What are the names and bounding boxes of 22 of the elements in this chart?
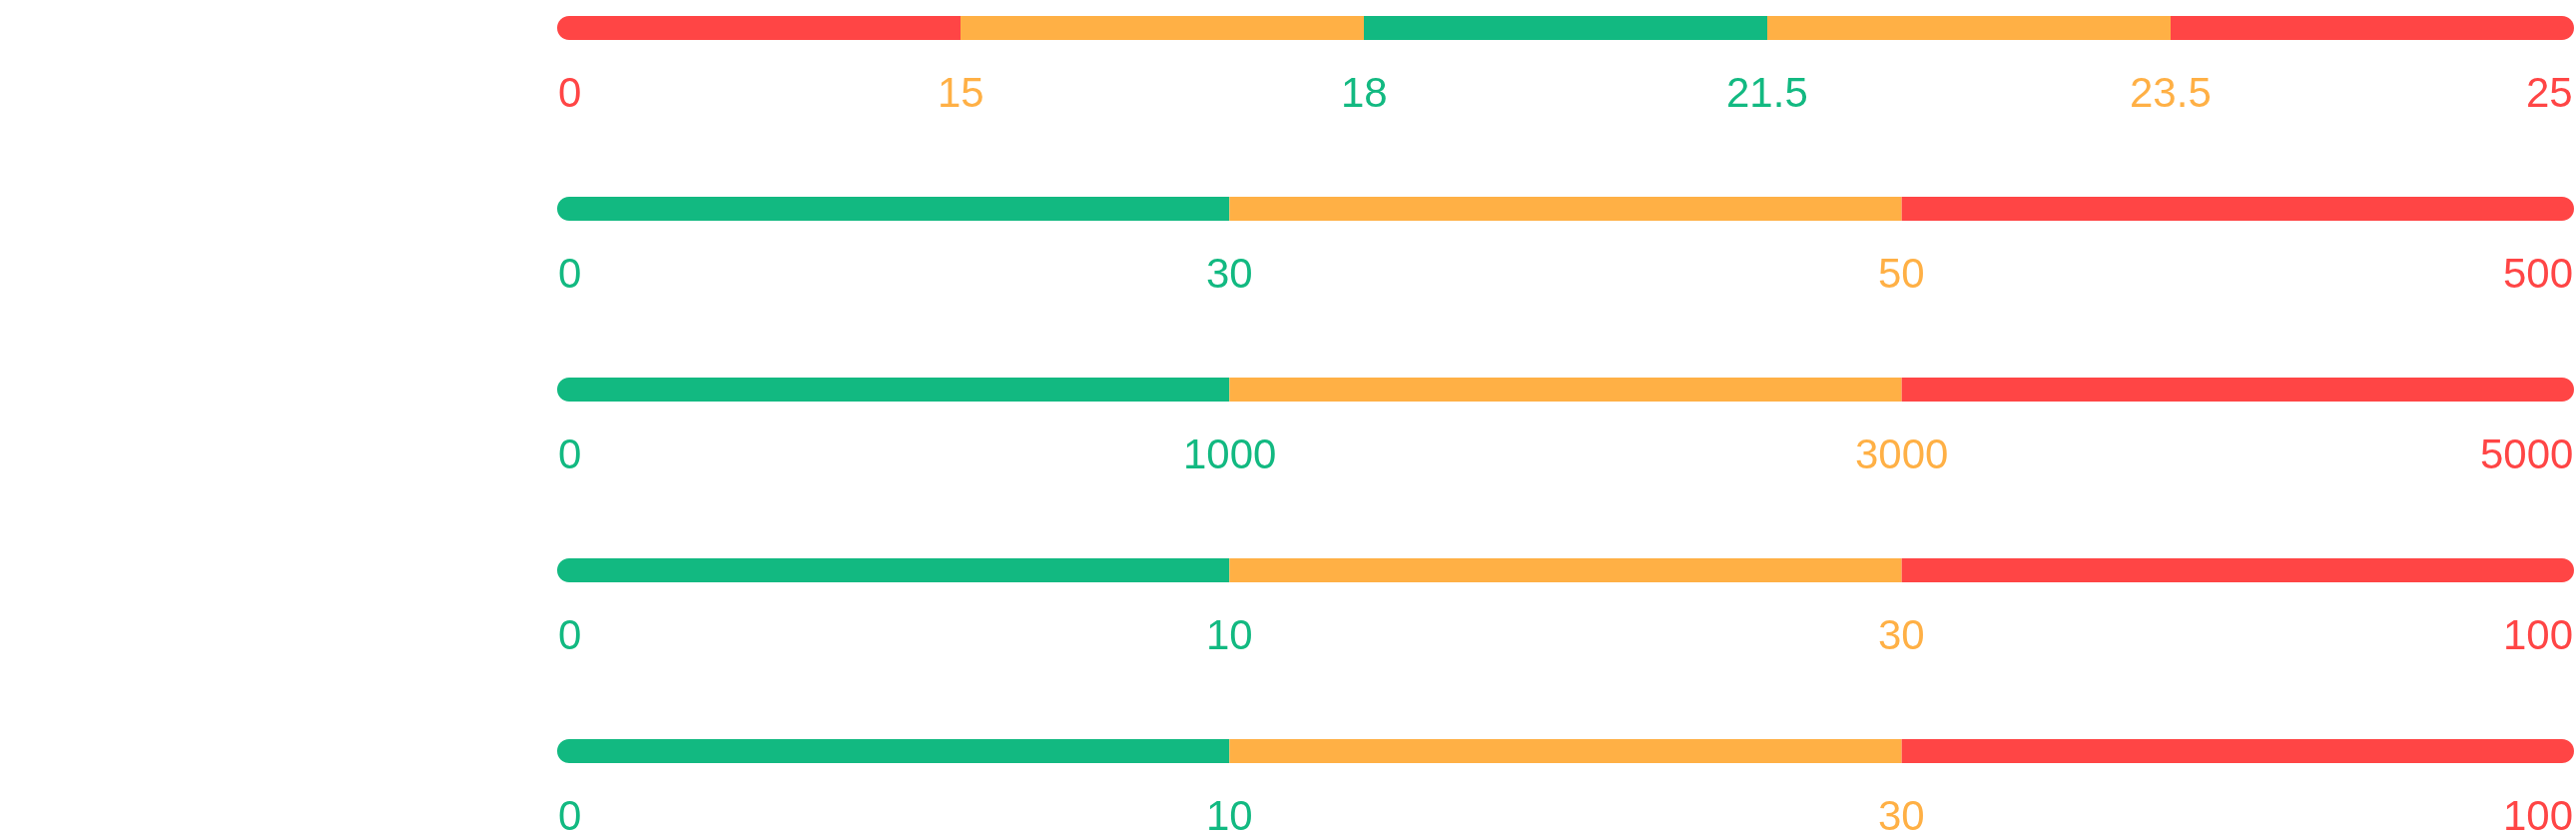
data-label: 18 bbox=[1341, 69, 1388, 116]
data-label: 5000 bbox=[2480, 430, 2574, 477]
data-label: 1000 bbox=[1183, 430, 1277, 477]
data-label: 0 bbox=[558, 611, 582, 658]
data-label: 100 bbox=[2503, 611, 2574, 658]
data-label: 500 bbox=[2503, 250, 2574, 297]
data-label: 0 bbox=[558, 69, 582, 116]
data-label: 15 bbox=[938, 69, 984, 116]
data-label: 10 bbox=[1206, 792, 1253, 839]
data-label: 0 bbox=[558, 792, 582, 839]
data-label: 100 bbox=[2503, 792, 2574, 839]
data-label: 21.5 bbox=[1726, 69, 1808, 116]
data-label: 10 bbox=[1206, 611, 1253, 658]
data-label: 30 bbox=[1878, 792, 1925, 839]
data-label: 23.5 bbox=[2130, 69, 2212, 116]
data-label: 50 bbox=[1878, 250, 1925, 297]
data-label: 25 bbox=[2526, 69, 2573, 116]
data-label: 3000 bbox=[1855, 430, 1949, 477]
data-label: 0 bbox=[558, 250, 582, 297]
data-label: 30 bbox=[1206, 250, 1253, 297]
data-label: 0 bbox=[558, 430, 582, 477]
data-label: 30 bbox=[1878, 611, 1925, 658]
